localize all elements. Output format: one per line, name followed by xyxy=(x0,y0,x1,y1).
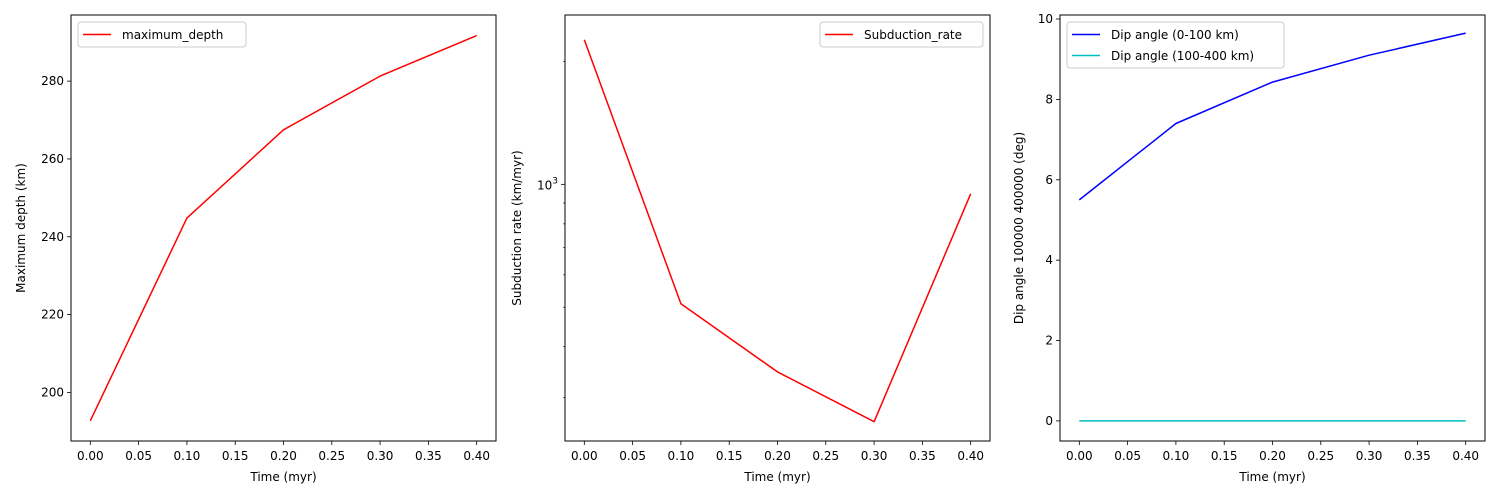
dip-y-tick-label: 2 xyxy=(1045,334,1053,348)
rate-plot-frame xyxy=(564,14,991,442)
dip-legend: Dip angle (0-100 km) Dip angle (100-400 … xyxy=(1066,21,1285,69)
depth-x-tick-label: 0.15 xyxy=(222,449,249,463)
depth-x-tick-label: 0.20 xyxy=(270,449,297,463)
depth-x-tick-label: 0.40 xyxy=(463,449,490,463)
rate-legend-label: Subduction_rate xyxy=(864,28,962,42)
rate-series-line-0 xyxy=(583,39,972,423)
depth-y-tick-label: 280 xyxy=(41,74,64,88)
depth-plot-background xyxy=(71,15,496,441)
rate-y-axis-label: Subduction rate (km/myr) xyxy=(510,150,524,305)
dip-plot-background xyxy=(1060,15,1485,441)
depth-y-tick-label: 200 xyxy=(41,385,64,399)
dip-x-tick-label: 0.25 xyxy=(1307,449,1334,463)
dip-y-tick-label: 8 xyxy=(1045,92,1053,106)
depth-legend: maximum_depth xyxy=(77,21,247,48)
rate-legend: Subduction_rate xyxy=(819,21,984,48)
depth-y-tick-label: 220 xyxy=(41,308,64,322)
dip-legend-box xyxy=(1066,21,1285,69)
dip-x-tick-label: 0.30 xyxy=(1356,449,1383,463)
depth-x-axis-label: Time (myr) xyxy=(249,470,316,484)
dip-x-tick-label: 0.00 xyxy=(1066,449,1093,463)
rate-x-tick-label: 0.30 xyxy=(861,449,888,463)
depth-chart-panel: 0.00 0.05 0.10 0.15 0.20 0.25 0.30 0.35 0.40 200 2… xyxy=(14,14,497,484)
dip-series-line-0 xyxy=(1078,32,1466,201)
dip-y-axis-label: Dip angle 100000 400000 (deg) xyxy=(1012,132,1026,324)
depth-x-tick-label: 0.00 xyxy=(77,449,104,463)
depth-plot-frame xyxy=(70,14,497,442)
rate-x-tick-label: 0.10 xyxy=(668,449,695,463)
depth-y-tick-label: 260 xyxy=(41,152,64,166)
dip-x-tick-label: 0.05 xyxy=(1114,449,1141,463)
dip-legend-label-100-400: Dip angle (100-400 km) xyxy=(1111,49,1254,63)
rate-x-tick-label: 0.35 xyxy=(909,449,936,463)
dip-plot-frame xyxy=(1059,14,1486,442)
rate-x-tick-label: 0.15 xyxy=(716,449,743,463)
dip-y-tick-label: 6 xyxy=(1045,173,1053,187)
dip-x-axis-label: Time (myr) xyxy=(1238,470,1305,484)
dip-legend-label-0-100: Dip angle (0-100 km) xyxy=(1111,28,1239,42)
rate-x-tick-label: 0.40 xyxy=(957,449,984,463)
dip-x-tick-label: 0.15 xyxy=(1211,449,1238,463)
rate-plot-background xyxy=(565,15,990,441)
depth-x-tick-label: 0.35 xyxy=(415,449,442,463)
rate-legend-box xyxy=(819,21,984,48)
dip-y-tick-label: 0 xyxy=(1045,414,1053,428)
rate-x-tick-label: 0.00 xyxy=(571,449,598,463)
dip-chart-panel: 0.00 0.05 0.10 0.15 0.20 0.25 0.30 0.35 0.40 0 2 4 6… xyxy=(1012,12,1486,484)
dip-x-tick-label: 0.35 xyxy=(1404,449,1431,463)
dip-x-tick-label: 0.10 xyxy=(1163,449,1190,463)
dip-x-tick-label: 0.40 xyxy=(1452,449,1479,463)
depth-x-tick-label: 0.10 xyxy=(174,449,201,463)
depth-legend-box xyxy=(77,21,247,48)
depth-legend-label: maximum_depth xyxy=(122,28,223,42)
depth-x-tick-label: 0.25 xyxy=(318,449,345,463)
depth-y-tick-label: 240 xyxy=(41,230,64,244)
rate-x-tick-label: 0.05 xyxy=(619,449,646,463)
dip-x-tick-label: 0.20 xyxy=(1259,449,1286,463)
rate-x-axis-label: Time (myr) xyxy=(743,470,810,484)
depth-series-line-0 xyxy=(89,34,477,422)
rate-x-tick-label: 0.20 xyxy=(764,449,791,463)
dip-y-tick-label: 4 xyxy=(1045,253,1053,267)
dip-y-tick-label: 10 xyxy=(1038,12,1053,26)
rate-x-tick-label: 0.25 xyxy=(812,449,839,463)
depth-x-tick-label: 0.05 xyxy=(125,449,152,463)
depth-x-tick-label: 0.30 xyxy=(367,449,394,463)
rate-y-tick-label: 103 xyxy=(537,176,558,192)
rate-chart-panel: 0.00 0.05 0.10 0.15 0.20 0.25 0.30 0.35 0.40103 … xyxy=(510,14,991,484)
depth-y-axis-label: Maximum depth (km) xyxy=(14,163,28,293)
